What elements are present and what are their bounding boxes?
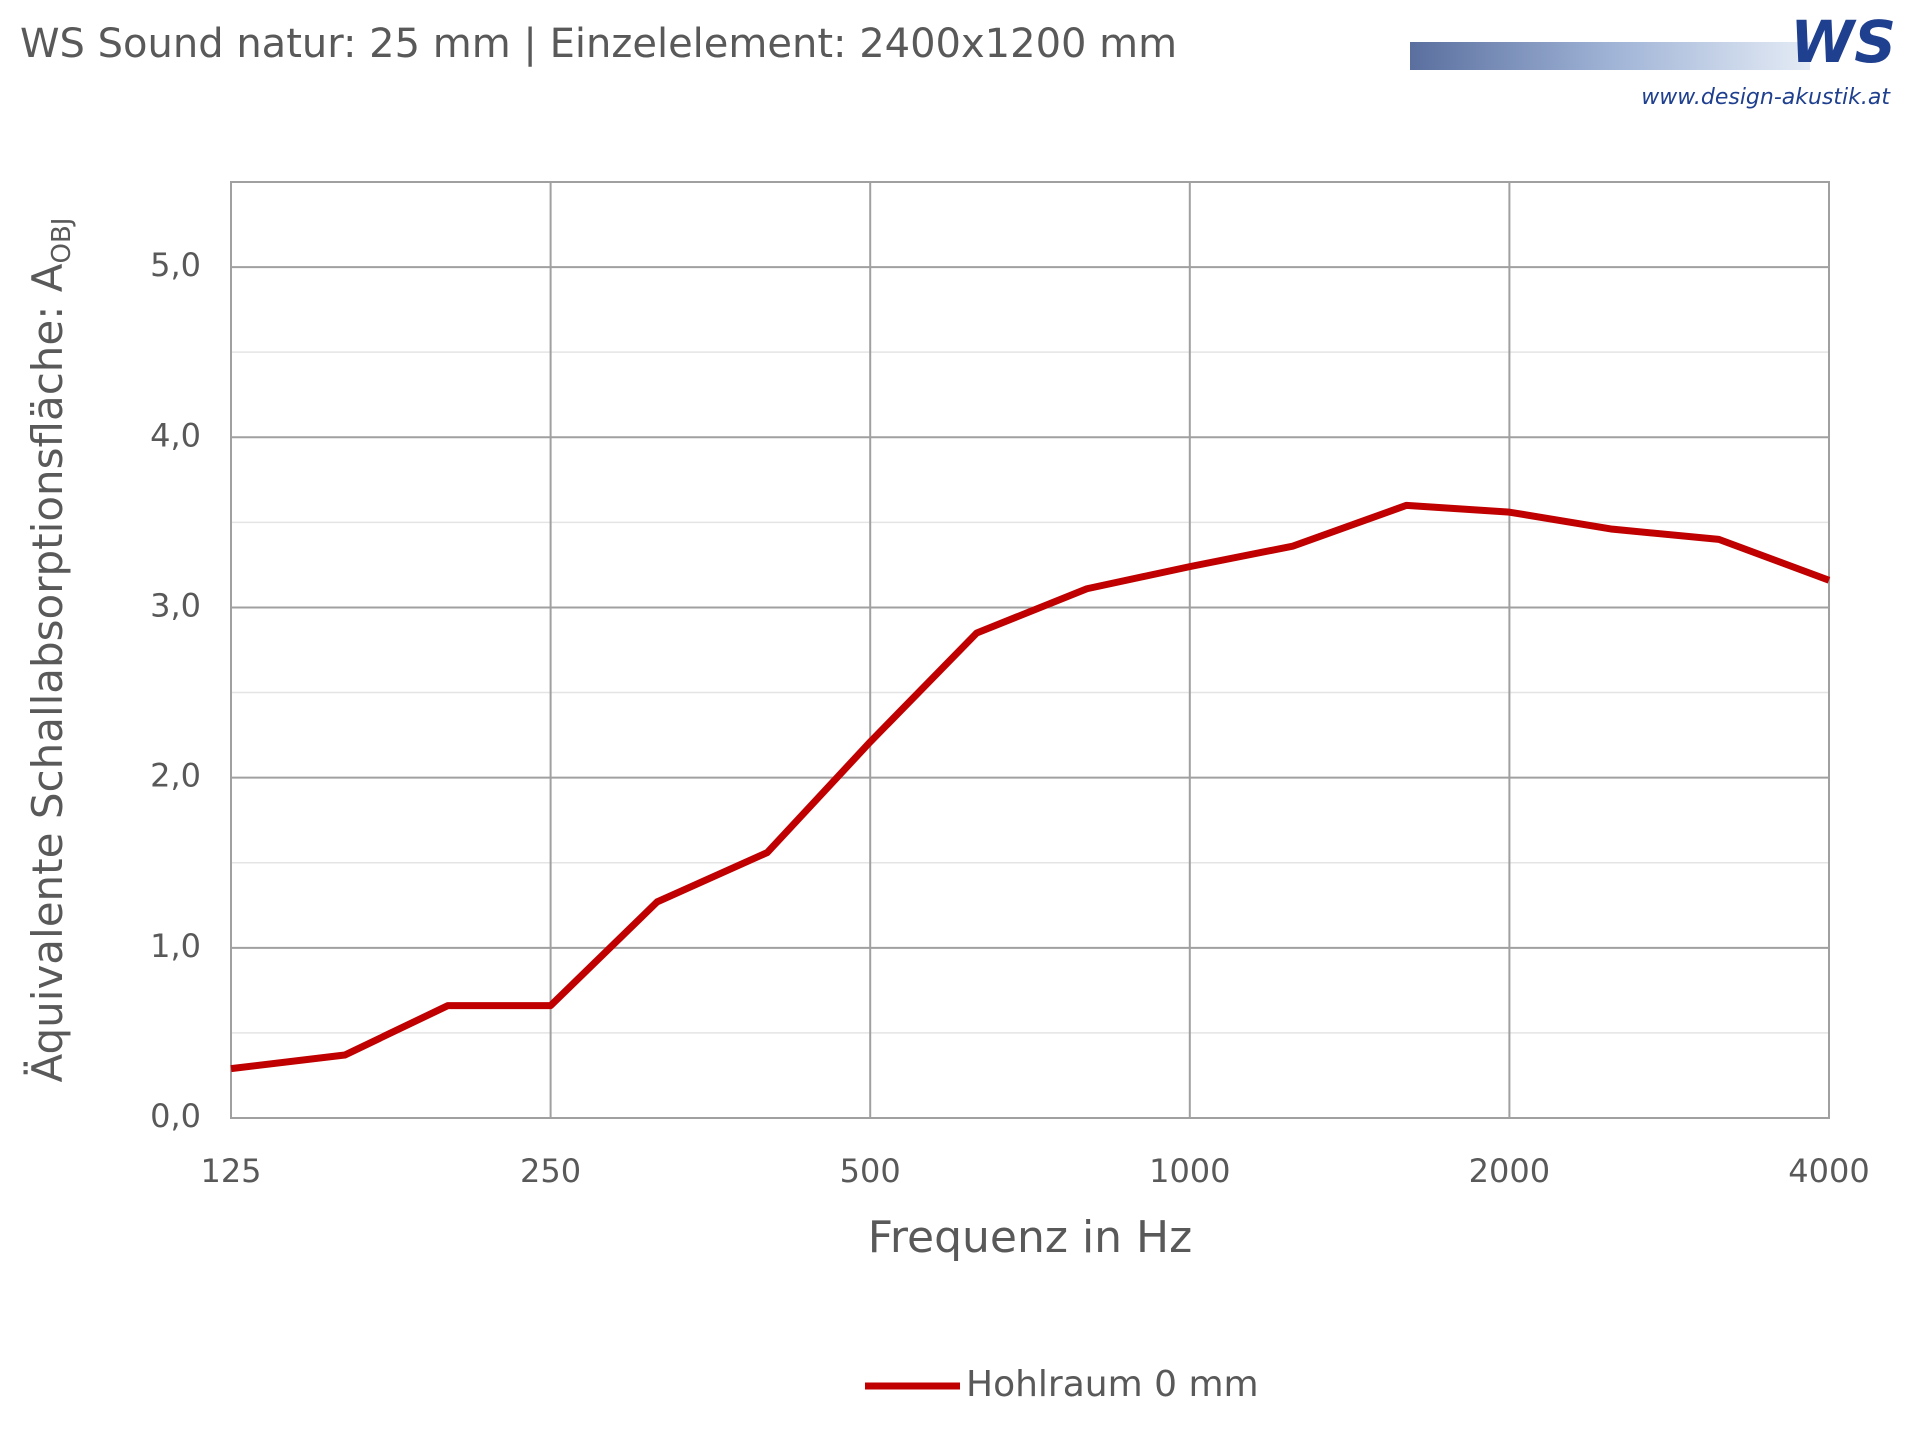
plot-border <box>230 181 1830 1119</box>
x-tick-label: 500 <box>840 1152 901 1190</box>
logo-band <box>1410 42 1810 70</box>
x-axis-title: Frequenz in Hz <box>868 1212 1192 1263</box>
x-tick-label: 2000 <box>1469 1152 1550 1190</box>
y-tick-label: 0,0 <box>150 1097 201 1135</box>
y-tick-label: 4,0 <box>150 416 201 454</box>
y-tick-label: 2,0 <box>150 757 201 795</box>
y-tick-label: 3,0 <box>150 586 201 624</box>
x-tick-label: 250 <box>520 1152 581 1190</box>
y-axis-title-sub: OBJ <box>47 218 77 264</box>
chart-title: WS Sound natur: 25 mm | Einzelelement: 2… <box>20 21 1177 67</box>
y-tick-label: 1,0 <box>150 927 201 965</box>
data-line <box>230 501 1831 1073</box>
y-tick-label: 5,0 <box>150 246 201 284</box>
x-tick-label: 125 <box>200 1152 261 1190</box>
y-axis-title: Äquivalente Schallabsorptionsfläche: AOB… <box>22 218 77 1083</box>
y-axis-title-main: Äquivalente Schallabsorptionsfläche: A <box>22 263 72 1082</box>
logo-url: www.design-akustik.at <box>1641 85 1891 110</box>
logo-mark: WS <box>1790 8 1896 76</box>
x-tick-label: 4000 <box>1788 1152 1869 1190</box>
x-tick-label: 1000 <box>1149 1152 1230 1190</box>
legend-label: Hohlraum 0 mm <box>966 1364 1259 1405</box>
